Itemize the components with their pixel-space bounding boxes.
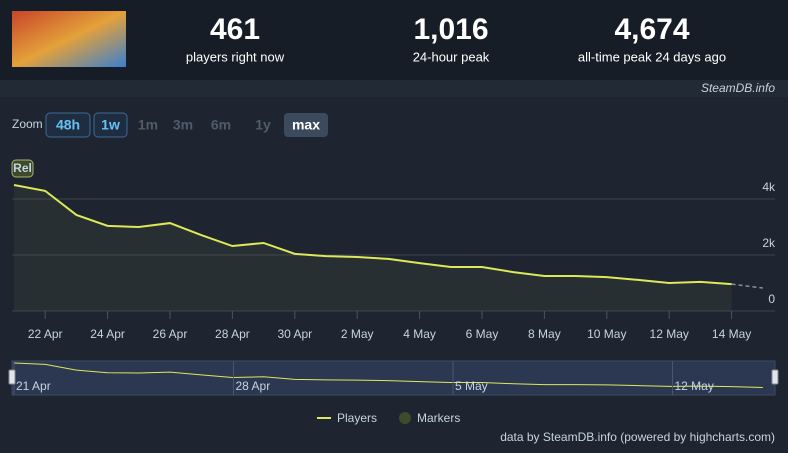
navigator-handle [771,369,779,385]
stat-value: 1,016 [413,13,488,46]
stat-label: players right now [186,49,285,64]
zoom-button-bg [284,113,328,137]
zoom-button[interactable]: 3m [173,117,193,133]
navigator-label: 5 May [455,379,488,393]
zoom-button[interactable]: 6m [211,117,231,133]
zoom-button[interactable]: 1m [138,117,158,133]
x-tick-label: 12 May [650,327,689,341]
stat-label: all-time peak 24 days ago [578,49,726,64]
stat-value: 4,674 [614,13,689,46]
legend-label[interactable]: Players [337,411,377,425]
marker-flag [11,159,34,178]
navigator-handle [8,369,16,385]
zoom-label: Zoom [12,117,43,131]
y-tick-label: 0 [768,292,775,306]
x-tick-label: 6 May [466,327,499,341]
navigator-label: 28 Apr [236,379,271,393]
x-tick-label: 26 Apr [153,327,188,341]
source: SteamDB.info [701,81,775,95]
line [13,184,732,286]
y-tick-label: 2k [762,236,776,250]
x-tick-label: 22 Apr [28,327,63,341]
zoom-button[interactable]: 1w [101,117,120,133]
x-tick-label: 24 Apr [90,327,125,341]
game-image [12,11,126,67]
line-projection [731,283,763,289]
marker-label: Rel [13,161,32,175]
x-tick-label: 30 Apr [277,327,312,341]
credit: data by SteamDB.info (powered by highcha… [500,430,775,444]
x-tick-label: 10 May [587,327,626,341]
navigator [11,360,776,396]
navigator-line [13,362,763,389]
area [14,185,732,311]
legend-marker [399,412,411,424]
zoom-button[interactable]: 48h [56,117,80,133]
stat-value: 461 [210,13,260,46]
y-tick-label: 4k [762,180,776,194]
source-band [0,80,788,97]
zoom-button-bg [93,112,128,138]
navigator-label: 12 May [675,379,714,393]
x-tick-label: 4 May [403,327,436,341]
navigator-label: 21 Apr [16,379,51,393]
zoom-button-bg [45,112,91,138]
x-tick-label: 8 May [528,327,561,341]
stat-label: 24-hour peak [413,49,490,64]
zoom-button[interactable]: max [292,117,320,133]
header-band [0,0,788,80]
x-tick-label: 14 May [712,327,751,341]
x-tick-label: 2 May [341,327,374,341]
x-tick-label: 28 Apr [215,327,250,341]
zoom-button[interactable]: 1y [255,117,271,133]
legend-label[interactable]: Markers [417,411,460,425]
